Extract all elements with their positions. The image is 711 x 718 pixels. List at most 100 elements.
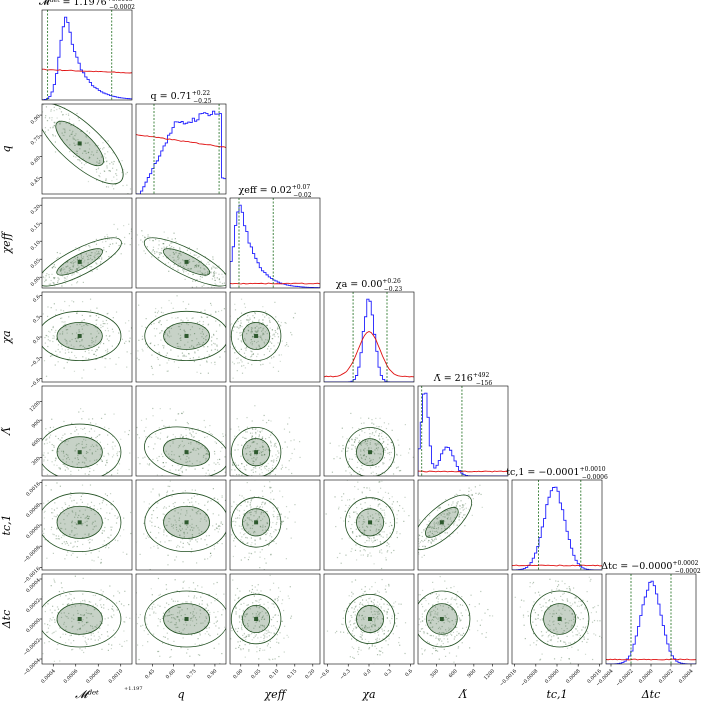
panel-frame — [135, 103, 227, 195]
density-mc-lambda — [41, 385, 133, 477]
panel-frame — [41, 385, 133, 477]
panel-frame — [41, 9, 133, 101]
y-axis-label-dtc: Δtc — [0, 610, 13, 630]
contour — [344, 427, 396, 476]
x-axis-label-chi_a: χa — [361, 688, 375, 701]
density-q-tc1 — [135, 479, 227, 571]
x-tick-label: 0.0000 — [544, 668, 561, 685]
density-q-lambda — [135, 385, 227, 477]
y-tick-label: 0.15 — [30, 222, 42, 234]
x-tick-label: 0.0008 — [85, 668, 102, 685]
x-offset-label: +1.197 — [124, 686, 143, 692]
title-dtc: Δtc = −0.0000+0.0002 −0.0002 — [601, 560, 701, 575]
panel-frame — [229, 385, 321, 477]
x-tick-label: 0.0008 — [565, 668, 582, 685]
density-peak — [184, 259, 189, 264]
y-tick-label: 0.45 — [30, 176, 42, 188]
posterior-line-mc — [42, 16, 132, 100]
y-tick-label: −0.3 — [29, 356, 42, 369]
contour — [144, 492, 226, 553]
posterior-line-chi_a — [324, 298, 414, 382]
y-tick-label: 0.00 — [30, 276, 42, 288]
density-peak — [368, 520, 373, 525]
x-tick-label: 0.3 — [383, 668, 393, 678]
y-tick-label: 0.0016 — [25, 481, 42, 498]
x-tick-label: −0.0008 — [520, 668, 540, 688]
histogram-chi_a: χa = 0.00+0.26 −0.23 — [323, 278, 415, 383]
panel-frame — [229, 197, 321, 289]
panel-frame — [323, 385, 415, 477]
contour — [418, 590, 471, 648]
x-tick-label: 0.90 — [206, 668, 218, 680]
panel-frame — [41, 103, 133, 195]
y-tick-label: 0.60 — [30, 155, 42, 167]
density-mc-chi_eff — [41, 197, 133, 289]
histogram-dtc: Δtc = −0.0000+0.0002 −0.0002 — [601, 560, 701, 665]
contour — [230, 310, 282, 362]
prior-line-mc — [42, 68, 132, 74]
panel-frame — [417, 573, 509, 665]
y-tick-label: 0.20 — [30, 204, 42, 216]
x-tick-label: −0.6 — [318, 668, 331, 681]
y-axis-label-tc1: tc,1 — [0, 514, 13, 535]
x-tick-label: 0.0010 — [108, 668, 125, 685]
density-chi_eff-chi_a — [229, 291, 321, 383]
y-axis-label-chi_eff: χeff — [0, 230, 13, 254]
posterior-line-dtc — [606, 580, 696, 664]
panel-frame — [135, 479, 227, 571]
y-tick-label: 0.0008 — [25, 502, 42, 519]
y-tick-label: 0.3 — [32, 315, 42, 325]
y-tick-label: 0.6 — [32, 294, 42, 304]
density-chi_eff-tc1 — [229, 479, 321, 571]
x-tick-label: 0.75 — [186, 668, 198, 680]
density-peak — [77, 141, 82, 146]
title-chi_a: χa = 0.00+0.26 −0.23 — [336, 278, 403, 293]
y-tick-label: 0.0000 — [25, 618, 42, 635]
density-peak — [77, 259, 82, 264]
panel-frame — [135, 291, 227, 383]
panel-frame — [417, 385, 509, 477]
x-tick-label: 0.0 — [363, 668, 373, 678]
x-axis-label-q: q — [177, 688, 184, 701]
x-axis-label-tc1: tc,1 — [546, 688, 567, 701]
panel-frame — [135, 385, 227, 477]
panel-frame — [229, 573, 321, 665]
prior-line-chi_eff — [230, 282, 320, 285]
contour — [42, 310, 122, 362]
x-tick-label: −0.0016 — [499, 668, 519, 688]
density-peak — [439, 617, 444, 621]
contour — [143, 237, 226, 287]
prior-line-chi_a — [324, 330, 414, 378]
histogram-tc1: tc,1 = −0.0001+0.0010 −0.0006 — [506, 466, 608, 571]
x-axis-label-mc: 𝓜ᵈᵉᵗ — [75, 688, 99, 701]
y-tick-label: 0.10 — [30, 240, 42, 252]
title-q: q = 0.71+0.22 −0.25 — [150, 90, 211, 105]
y-tick-label: −0.6 — [29, 377, 42, 390]
contour — [529, 590, 590, 648]
contour — [42, 237, 122, 287]
y-tick-label: 600 — [31, 437, 42, 448]
contour — [144, 310, 226, 362]
histogram-mc: 𝓜ᵈᵉᵗ = 1.1976+0.0003−0.0002 — [39, 0, 135, 101]
x-axis-label-dtc: Δtc — [641, 688, 661, 701]
histogram-q: q = 0.71+0.22 −0.25 — [135, 90, 227, 195]
density-peak — [254, 450, 259, 455]
prior-line-dtc — [606, 658, 696, 661]
x-tick-label: 900 — [466, 668, 477, 679]
y-axis-label-q: q — [0, 145, 13, 152]
posterior-line-lambda — [418, 392, 508, 476]
y-tick-label: 0.0002 — [25, 598, 42, 615]
y-tick-label: −0.0004 — [22, 658, 42, 678]
x-axis-label-lambda: Λ̃ — [458, 688, 467, 701]
contour — [42, 492, 122, 553]
density-peak — [557, 617, 562, 621]
density-chi_eff-dtc — [229, 573, 321, 665]
y-tick-label: 900 — [31, 419, 42, 430]
density-lambda-tc1 — [417, 479, 509, 571]
x-tick-label: 0.6 — [404, 668, 414, 678]
density-peak — [77, 520, 82, 525]
density-peak — [254, 520, 259, 525]
contour — [418, 494, 473, 551]
x-tick-label: 0.20 — [304, 668, 316, 680]
